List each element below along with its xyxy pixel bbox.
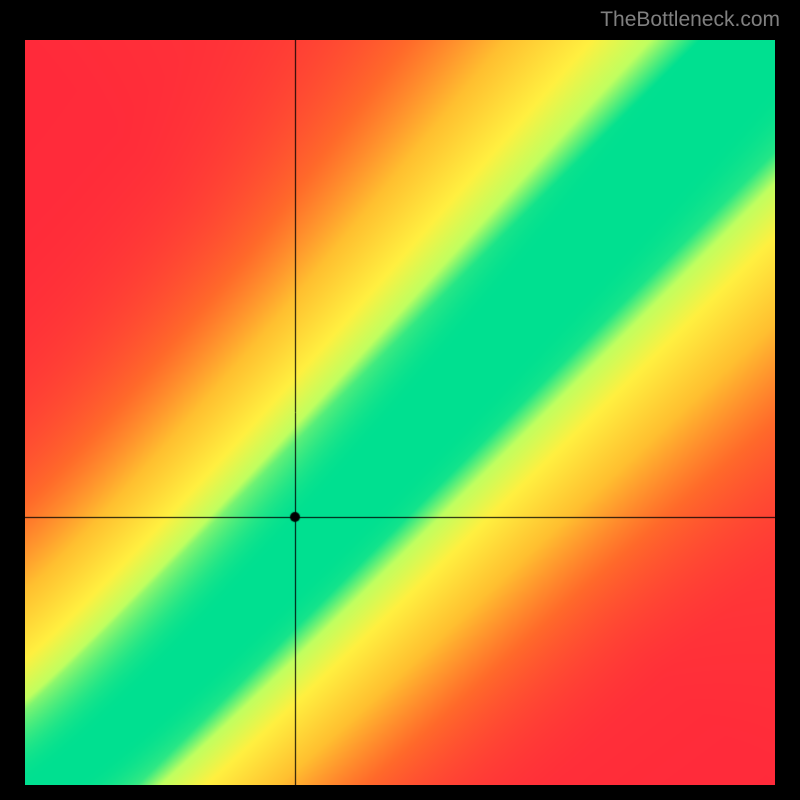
heatmap-canvas [25, 40, 775, 785]
watermark-text: TheBottleneck.com [600, 8, 780, 32]
heatmap-chart [25, 40, 775, 785]
